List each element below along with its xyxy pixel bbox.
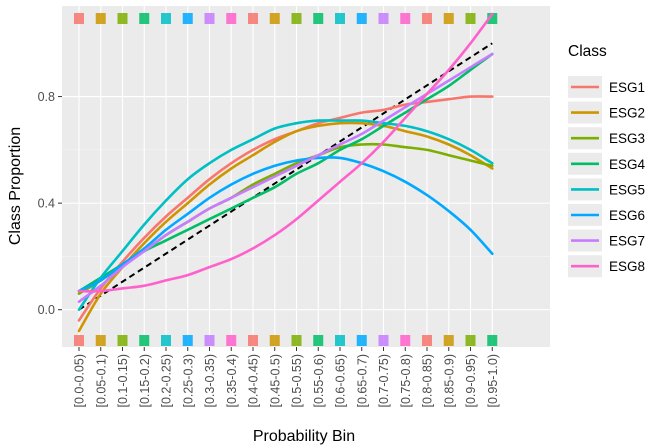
- rug-mark-bottom: [487, 335, 498, 346]
- rug-mark-bottom: [291, 335, 302, 346]
- x-tick-label: [0.3-0.35): [203, 354, 217, 408]
- x-tick-label: [0.95-1.0): [486, 354, 500, 408]
- rug-mark-top: [335, 13, 345, 24]
- x-tick-label: [0.55-0.6): [312, 354, 326, 408]
- x-tick-label: [0.05-0.1): [94, 354, 108, 408]
- series-line-esg2: [77, 121, 494, 333]
- reference-line-group: [78, 42, 493, 311]
- plot-panel: [62, 6, 550, 347]
- y-axis-label: Class Proportion: [7, 127, 24, 245]
- rug-mark-bottom: [356, 335, 367, 346]
- y-tick-label: 0.4: [38, 197, 55, 211]
- legend-label-esg8: ESG8: [609, 259, 645, 274]
- x-tick-label: [0.4-0.45): [247, 354, 261, 408]
- reference-line: [78, 42, 493, 311]
- legend-label-esg2: ESG2: [609, 106, 645, 121]
- x-tick-label: [0.65-0.7): [355, 354, 369, 408]
- x-tick-label: [0.15-0.2): [138, 354, 152, 408]
- rug-mark-top: [378, 13, 389, 24]
- rug-mark-top: [204, 13, 215, 24]
- legend-label-esg7: ESG7: [609, 234, 645, 249]
- rug-mark-bottom: [313, 335, 324, 346]
- rug-mark-bottom: [204, 335, 215, 346]
- rug-mark-top: [443, 13, 454, 24]
- rug-mark-bottom: [465, 335, 476, 346]
- legend-label-esg3: ESG3: [609, 131, 645, 146]
- rug-mark-top: [248, 13, 258, 24]
- y-tick-label: 0.8: [38, 90, 55, 104]
- rug-mark-bottom: [95, 335, 106, 346]
- x-tick-label: [0.85-0.9): [442, 354, 456, 408]
- rug-mark-top: [269, 13, 280, 24]
- x-tick-label: [0.75-0.8): [399, 354, 413, 408]
- rug-mark-bottom: [400, 335, 411, 346]
- series-line-esg6: [77, 156, 494, 293]
- x-tick-label: [0.5-0.55): [290, 354, 304, 408]
- legend: Class ESG1 ESG2 ESG3 ESG4 ESG5 ESG6 ESG7 ESG8: [568, 43, 646, 278]
- legend-label-esg5: ESG5: [609, 182, 645, 197]
- x-tick-label: [0.0-0.05): [73, 354, 87, 408]
- x-tick-label: [0.1-0.15): [116, 354, 130, 408]
- rug-mark-bottom: [161, 335, 171, 346]
- x-tick-label: [0.7-0.75): [377, 354, 391, 408]
- rug-mark-bottom: [422, 335, 432, 346]
- rug-mark-top: [291, 13, 302, 24]
- x-tick-label: [0.25-0.3): [181, 354, 195, 408]
- rug-mark-bottom: [443, 335, 454, 346]
- x-tick-label: [0.2-0.25): [160, 354, 174, 408]
- rug-mark-bottom: [74, 335, 84, 346]
- rug-mark-top: [422, 13, 432, 24]
- rug-mark-top: [161, 13, 171, 24]
- x-tick-label: [0.6-0.65): [334, 354, 348, 408]
- series-line-esg8: [77, 12, 494, 293]
- legend-label-esg6: ESG6: [609, 208, 645, 223]
- rug-mark-top: [313, 13, 324, 24]
- series-line-esg5: [77, 119, 494, 311]
- rug-mark-top: [226, 13, 237, 24]
- series-lines: [77, 12, 494, 333]
- rug-mark-bottom: [335, 335, 345, 346]
- rug-mark-bottom: [182, 335, 193, 346]
- legend-title: Class: [568, 43, 607, 60]
- x-axis-label: Probability Bin: [253, 428, 355, 445]
- legend-label-esg4: ESG4: [609, 157, 646, 172]
- x-tick-label: [0.35-0.4): [225, 354, 239, 408]
- rug-mark-top: [465, 13, 476, 24]
- rug-mark-top: [95, 13, 106, 24]
- rug-mark-bottom: [117, 335, 128, 346]
- x-tick-label: [0.45-0.5): [268, 354, 282, 408]
- y-tick-label: 0.0: [38, 303, 55, 317]
- rug-mark-top: [400, 13, 411, 24]
- rug-mark-top: [356, 13, 367, 24]
- rug-mark-bottom: [248, 335, 258, 346]
- rug-mark-top: [182, 13, 193, 24]
- rug-mark-top: [487, 13, 498, 24]
- rug-mark-top: [139, 13, 150, 24]
- rug-marks: [74, 13, 498, 346]
- legend-label-esg1: ESG1: [609, 80, 645, 95]
- rug-mark-top: [117, 13, 128, 24]
- rug-mark-bottom: [226, 335, 237, 346]
- rug-mark-bottom: [378, 335, 389, 346]
- rug-mark-top: [74, 13, 84, 24]
- x-tick-label: [0.9-0.95): [464, 354, 478, 408]
- rug-mark-bottom: [139, 335, 150, 346]
- axes: 0.0 0.4 0.8 [0.0-0.05) [0.05-0.1) [0.1-0.15) […: [38, 90, 500, 407]
- x-tick-label: [0.8-0.85): [421, 354, 435, 408]
- rug-mark-bottom: [269, 335, 280, 346]
